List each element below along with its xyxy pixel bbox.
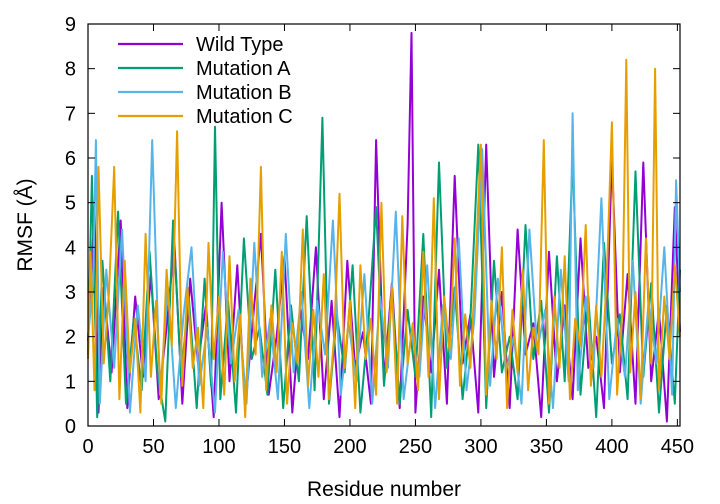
x-tick-label: 100 (202, 436, 235, 458)
y-tick-label: 7 (65, 103, 76, 125)
x-axis-label: Residue number (307, 478, 461, 501)
series-line-4 (87, 58, 681, 419)
y-tick-label: 6 (65, 148, 76, 170)
legend-label-4: Mutation C (196, 106, 293, 128)
y-tick-label: 9 (65, 14, 76, 36)
legend-label-3: Mutation B (196, 82, 292, 104)
x-tick-label: 200 (333, 436, 366, 458)
y-tick-label: 1 (65, 371, 76, 393)
x-tick-label: 250 (399, 436, 432, 458)
legend-label-2: Mutation A (196, 58, 291, 80)
series-line-3 (87, 112, 681, 414)
y-tick-label: 2 (65, 327, 76, 349)
plot-frame (87, 23, 681, 427)
x-tick-label: 50 (142, 436, 164, 458)
series-line-2 (87, 116, 681, 423)
x-tick-label: 300 (464, 436, 497, 458)
legend-label-1: Wild Type (196, 34, 283, 56)
x-tick-label: 450 (661, 436, 694, 458)
x-tick-label: 350 (530, 436, 563, 458)
y-tick-label: 8 (65, 59, 76, 81)
x-axis: 0 50 100 150 200 250 300 350 400 450 (82, 24, 694, 458)
y-axis: 0 1 2 3 4 5 6 7 8 9 (65, 14, 680, 438)
y-tick-label: 4 (65, 237, 76, 259)
x-tick-label: 400 (595, 436, 628, 458)
y-tick-label: 0 (65, 416, 76, 438)
y-tick-label: 5 (65, 193, 76, 215)
y-tick-label: 3 (65, 282, 76, 304)
x-tick-label: 150 (268, 436, 301, 458)
y-axis-label: RMSF (Å) (14, 178, 37, 271)
x-tick-label: 0 (82, 436, 93, 458)
series-layer (87, 31, 681, 423)
